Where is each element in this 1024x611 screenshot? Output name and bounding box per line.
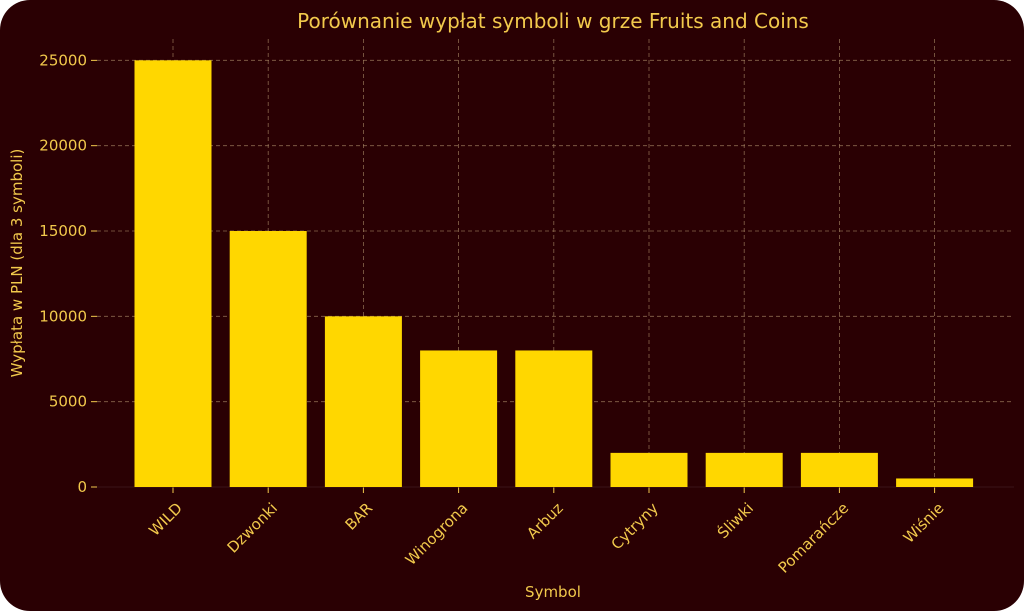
chart-title: Porównanie wypłat symboli w grze Fruits …: [297, 9, 809, 33]
bar-wiśnie: [896, 478, 974, 487]
bar-arbuz: [515, 350, 593, 487]
y-tick-label: 0: [77, 478, 87, 496]
y-axis-label: Wypłata w PLN (dla 3 symboli): [8, 149, 26, 378]
bar-dzwonki: [229, 231, 307, 487]
bar-pomarańcze: [800, 452, 878, 487]
y-tick-labels: 0 5000 10000 15000 20000 25000: [39, 51, 87, 496]
y-tick-label: 10000: [39, 307, 87, 325]
bar-wild: [134, 60, 212, 487]
y-tick-label: 20000: [39, 137, 87, 155]
bar-cytryny: [610, 452, 688, 487]
bar-śliwki: [705, 452, 783, 487]
y-tick-label: 25000: [39, 51, 87, 69]
x-axis-label: Symbol: [525, 583, 581, 601]
bar-winogrona: [420, 350, 498, 487]
bar-bar: [324, 316, 402, 487]
bars: [134, 60, 974, 487]
y-tick-label: 15000: [39, 222, 87, 240]
y-tick-label: 5000: [49, 393, 87, 411]
